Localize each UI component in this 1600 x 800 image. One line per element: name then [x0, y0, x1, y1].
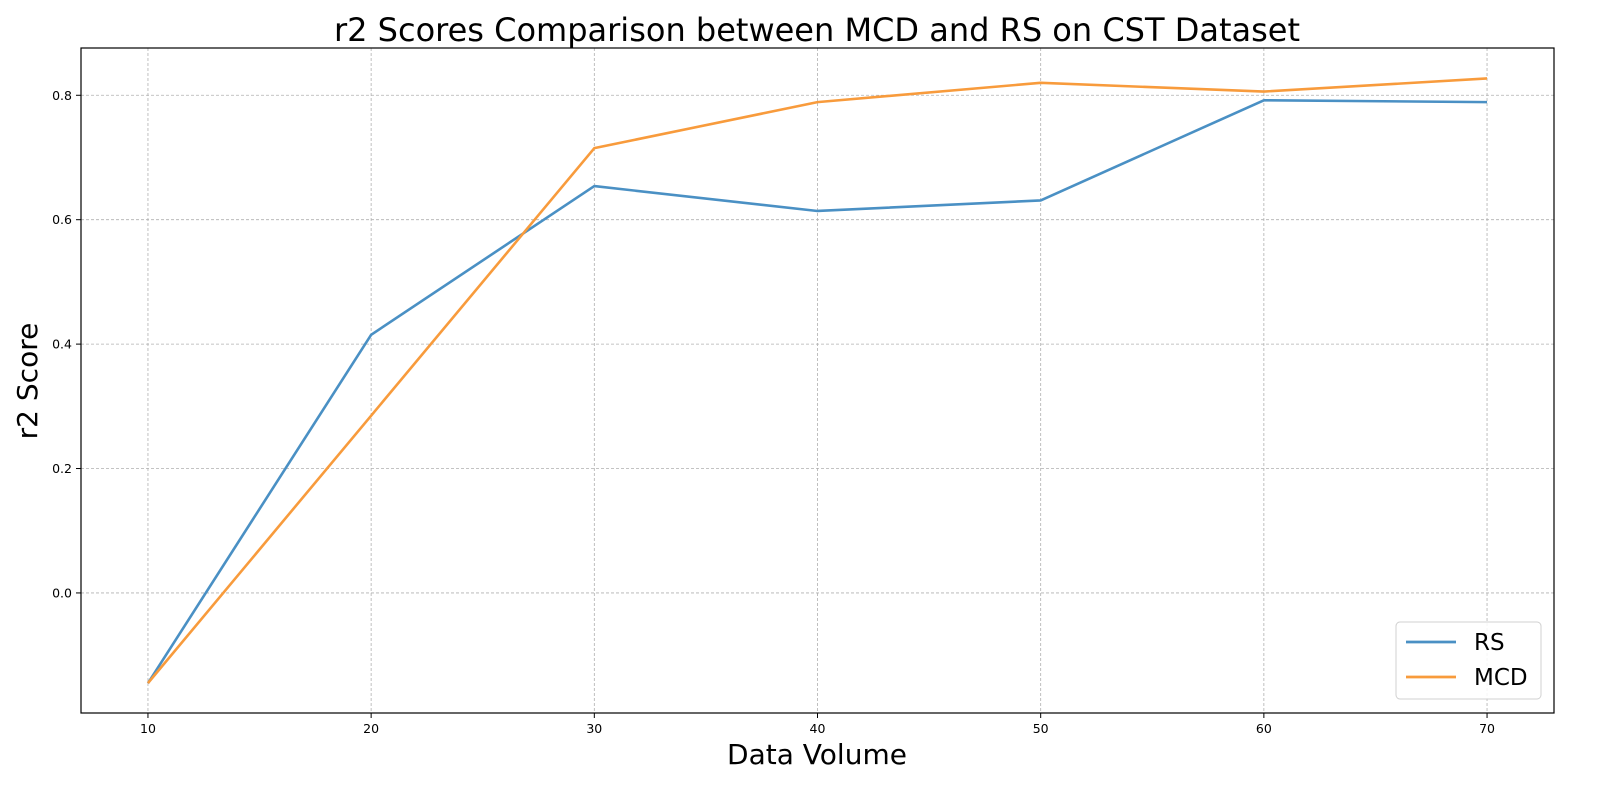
y-axis-label: r2 Score: [11, 323, 44, 440]
legend-item-rs: RS: [1406, 630, 1505, 656]
legend: RS MCD: [1395, 621, 1542, 700]
x-tick-label: 20: [363, 721, 379, 736]
y-tick-label: 0.0: [52, 585, 72, 600]
y-tick-label: 0.4: [52, 337, 72, 352]
series-layer: [146, 77, 1488, 684]
y-tick-label: 0.2: [52, 461, 72, 476]
legend-label: MCD: [1474, 665, 1528, 691]
y-tick-label: 0.6: [52, 212, 72, 227]
grid-lines: [81, 48, 1554, 713]
y-tick-label: 0.8: [52, 88, 72, 103]
legend-item-mcd: MCD: [1406, 665, 1528, 691]
x-axis: 10 20 30 40 50 60 70: [140, 713, 1495, 736]
chart-title: r2 Scores Comparison between MCD and RS …: [334, 11, 1300, 49]
x-tick-label: 60: [1256, 721, 1272, 736]
x-tick-label: 50: [1033, 721, 1049, 736]
series-mcd: [146, 77, 1488, 684]
series-line-mcd: [146, 77, 1488, 684]
y-axis: 0.0 0.2 0.4 0.6 0.8: [52, 88, 81, 600]
legend-label: RS: [1474, 630, 1505, 656]
x-tick-label: 40: [810, 721, 826, 736]
x-axis-label: Data Volume: [727, 738, 907, 771]
x-tick-label: 10: [140, 721, 156, 736]
x-tick-label: 70: [1479, 721, 1495, 736]
series-rs: [146, 98, 1488, 684]
series-line-rs: [146, 98, 1488, 684]
x-tick-label: 30: [586, 721, 602, 736]
